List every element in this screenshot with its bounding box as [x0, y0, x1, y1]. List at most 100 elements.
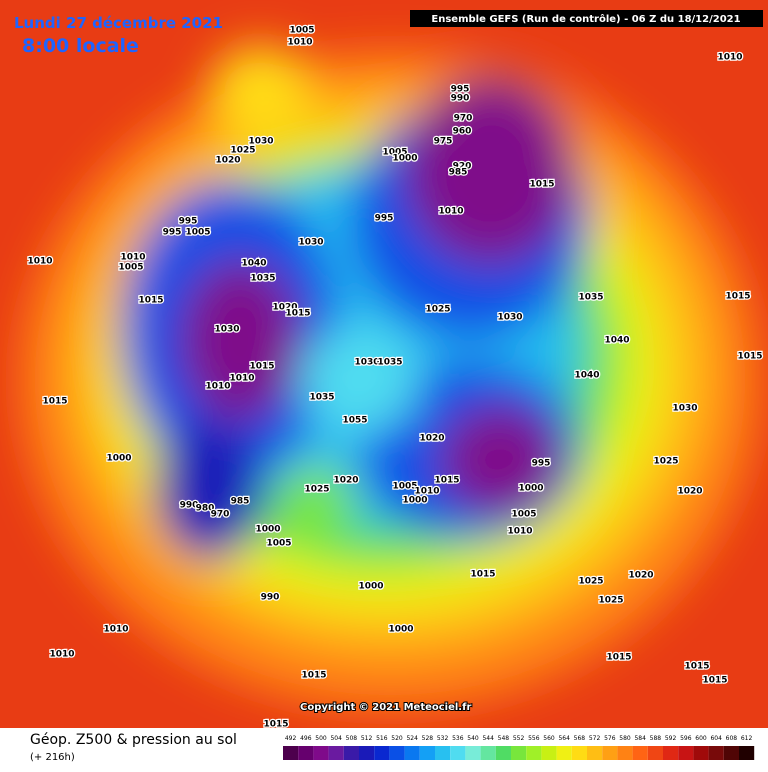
- scale-swatch: [465, 746, 481, 760]
- scale-label: 584: [634, 735, 646, 742]
- scale-swatch: [632, 746, 648, 760]
- isobar-label: 1025: [653, 457, 678, 467]
- isobar-label: 1010: [27, 257, 52, 267]
- isobar-label: 1025: [578, 577, 603, 587]
- isobar-label: 1010: [49, 650, 74, 660]
- isobar-label: 1005: [382, 148, 407, 158]
- isobar-label: 1015: [434, 476, 459, 486]
- scale-swatch: [450, 746, 466, 760]
- isobar-label: 995: [375, 214, 394, 224]
- isobar-label: 1035: [377, 358, 402, 368]
- scale-label: 528: [422, 735, 434, 742]
- isobar-label: 1025: [425, 305, 450, 315]
- isobar-label: 1035: [578, 293, 603, 303]
- scale-label: 564: [558, 735, 570, 742]
- scale-swatch: [708, 746, 724, 760]
- isobar-label: 1025: [598, 596, 623, 606]
- scale-swatch: [678, 746, 694, 760]
- isobar-label: 970: [211, 510, 230, 520]
- isobar-label: 1005: [392, 482, 417, 492]
- scale-label: 492: [285, 735, 297, 742]
- scale-label: 512: [361, 735, 373, 742]
- isobar-label: 1010: [438, 207, 463, 217]
- isobar-labels: 1005101010109959909709609751030102510201…: [26, 24, 764, 731]
- isobar-label: 1030: [672, 404, 697, 414]
- isobar-label: 960: [453, 127, 472, 137]
- isobar-label: 1005: [118, 263, 143, 273]
- time: 8:00 locale: [22, 35, 139, 57]
- scale-label: 596: [680, 735, 692, 742]
- isobar-label: 1030: [248, 137, 273, 147]
- scale-label: 600: [695, 735, 707, 742]
- scale-swatch: [647, 746, 663, 760]
- scale-swatch: [359, 746, 375, 760]
- scale-swatch: [283, 746, 299, 760]
- isobar-label: 1010: [717, 53, 742, 63]
- scale-swatch: [556, 746, 572, 760]
- isobar-label: 1035: [250, 274, 275, 284]
- isobar-label: 1010: [507, 527, 532, 537]
- scale-swatch: [343, 746, 359, 760]
- isobar-label: 1020: [272, 303, 297, 313]
- isobar-label: 1040: [604, 336, 629, 346]
- scale-label: 508: [346, 735, 358, 742]
- isobar-label: 1030: [298, 238, 323, 248]
- scale-label: 560: [543, 735, 555, 742]
- scale-swatch: [693, 746, 709, 760]
- scale-swatch: [723, 746, 739, 760]
- legend-title: Géop. Z500 & pression au sol: [30, 732, 237, 748]
- field: [0, 0, 768, 728]
- scale-label: 580: [619, 735, 631, 742]
- run-info: Ensemble GEFS (Run de contrôle) - 06 Z d…: [431, 13, 740, 25]
- isobar-label: 1010: [120, 253, 145, 263]
- isobar-label: 1025: [304, 485, 329, 495]
- scale-label: 500: [315, 735, 327, 742]
- isobar-label: 1010: [229, 374, 254, 384]
- isobar-label: 1015: [606, 653, 631, 663]
- scale-label: 532: [437, 735, 449, 742]
- scale-swatch: [480, 746, 496, 760]
- scale-swatch: [617, 746, 633, 760]
- isobar-label: 1010: [287, 38, 312, 48]
- isobar-label: 1005: [185, 228, 210, 238]
- scale-swatch: [526, 746, 542, 760]
- isobar-label: 985: [449, 168, 468, 178]
- isobar-label: 1035: [309, 393, 334, 403]
- date: Lundi 27 décembre 2021: [14, 14, 223, 32]
- scale-swatch: [298, 746, 314, 760]
- scale-label: 524: [406, 735, 418, 742]
- isobar-label: 1015: [470, 570, 495, 580]
- isobar-label: 1000: [402, 496, 427, 506]
- isobar-label: 1015: [249, 362, 274, 372]
- isobar-label: 1015: [684, 662, 709, 672]
- scale-swatch: [663, 746, 679, 760]
- isobar-label: 1015: [285, 309, 310, 319]
- isobar-label: 1030: [497, 313, 522, 323]
- scale-swatch: [541, 746, 557, 760]
- run-box: [410, 10, 763, 27]
- scale-label: 572: [589, 735, 601, 742]
- scale-label: 608: [726, 735, 738, 742]
- copyright: Copyright © 2021 Meteociel.fr: [300, 702, 471, 713]
- scale-label: 556: [528, 735, 540, 742]
- isobar-label: 1000: [358, 582, 383, 592]
- scale-label: 536: [452, 735, 464, 742]
- scale-swatch: [602, 746, 618, 760]
- scale-swatch: [404, 746, 420, 760]
- isobar-label: 985: [231, 497, 250, 507]
- isobar-label: 1005: [289, 26, 314, 36]
- isobar-label: 975: [434, 137, 453, 147]
- isobar-label: 1040: [574, 371, 599, 381]
- scale-swatch: [739, 746, 755, 760]
- isobar-label: 990: [261, 593, 280, 603]
- isobar-label: 1020: [333, 476, 358, 486]
- scale-swatch: [374, 746, 390, 760]
- legend-lead: (+ 216h): [30, 752, 75, 763]
- scale-swatch: [511, 746, 527, 760]
- isobar-label: 1005: [266, 539, 291, 549]
- isobar-label: 1005: [511, 510, 536, 520]
- scale-label: 612: [741, 735, 753, 742]
- isobar-label: 1010: [205, 382, 230, 392]
- scale-label: 576: [604, 735, 616, 742]
